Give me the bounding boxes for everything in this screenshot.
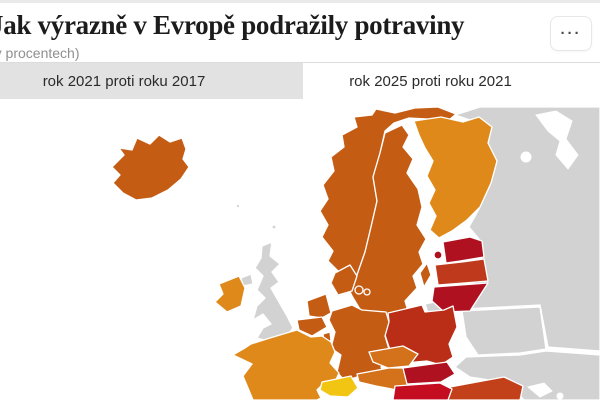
- tab-bar: rok 2021 proti roku 2017 rok 2025 proti …: [0, 62, 600, 99]
- danish-islands: [363, 288, 371, 296]
- top-divider: [0, 0, 600, 3]
- page-title: Jak výrazně v Evropě podražily potraviny: [0, 10, 465, 40]
- page-subtitle: (v procentech): [0, 45, 80, 62]
- ellipsis-icon: ···: [560, 25, 582, 42]
- map-svg: [111, 106, 600, 401]
- tab-2025-vs-2021[interactable]: rok 2025 proti roku 2021: [303, 63, 558, 99]
- more-options-button[interactable]: ···: [550, 16, 592, 51]
- sea-of-azov: [526, 382, 553, 398]
- country-switzerland[interactable]: [319, 375, 359, 398]
- country-lithuania[interactable]: [431, 282, 489, 313]
- country-estonia[interactable]: [442, 236, 485, 264]
- country-iceland[interactable]: [111, 134, 190, 201]
- country-belgium[interactable]: [296, 316, 328, 337]
- tab-label: rok 2021 proti roku 2017: [42, 72, 206, 90]
- europe-choropleth-map: [0, 105, 600, 401]
- country-hungary[interactable]: [392, 382, 453, 401]
- crimea-coast: [556, 392, 564, 400]
- country-romania[interactable]: [445, 376, 524, 401]
- tab-2021-vs-2017[interactable]: rok 2021 proti roku 2017: [0, 63, 303, 99]
- country-netherlands[interactable]: [306, 293, 332, 319]
- country-slovakia[interactable]: [402, 361, 456, 385]
- estonian-islands: [433, 250, 443, 260]
- country-united-kingdom[interactable]: [252, 241, 294, 343]
- danish-islands: [354, 285, 364, 295]
- faroe-islands: [235, 203, 241, 209]
- country-sweden[interactable]: [347, 124, 427, 338]
- white-sea: [535, 110, 579, 170]
- country-latvia[interactable]: [434, 258, 489, 286]
- shetland-islands: [271, 224, 277, 230]
- country-belarus[interactable]: [461, 306, 547, 356]
- white-sea-inlet: [520, 151, 532, 163]
- tab-label: rok 2025 proti roku 2021: [349, 72, 512, 90]
- country-finland[interactable]: [413, 116, 498, 239]
- country-ireland[interactable]: [214, 275, 246, 313]
- header: Jak výrazně v Evropě podražily potraviny…: [0, 3, 600, 61]
- island-gotland[interactable]: [419, 262, 432, 288]
- country-denmark[interactable]: [330, 264, 358, 296]
- country-czechia[interactable]: [368, 345, 419, 369]
